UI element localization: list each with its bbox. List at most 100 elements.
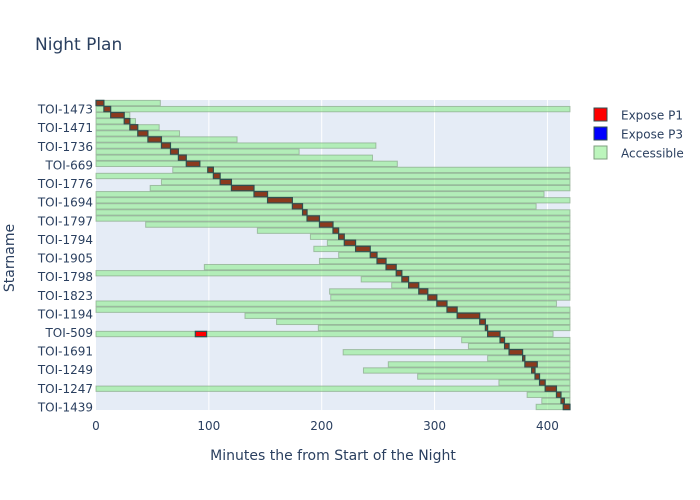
y-tick-label: TOI-1247 (37, 382, 93, 396)
accessible-bar (329, 288, 571, 295)
y-tick-label: TOI-509 (44, 326, 93, 340)
exposure-bar (531, 367, 536, 374)
accessible-bar (95, 203, 537, 210)
accessible-bar (95, 172, 571, 180)
exposure-bar (436, 300, 448, 307)
exposure-bar (487, 330, 501, 338)
exposure-bar (318, 221, 334, 228)
exposure-bar (212, 172, 221, 180)
accessible-bar (342, 349, 571, 356)
accessible-bar (338, 251, 571, 259)
accessible-bar (95, 215, 571, 222)
accessible-bar (95, 154, 373, 161)
accessible-bar (95, 330, 554, 338)
x-axis-title: Minutes the from Start of the Night (210, 448, 456, 464)
y-tick-label: TOI-1439 (37, 400, 93, 414)
accessible-bar (360, 276, 571, 283)
legend-swatch (593, 145, 608, 160)
legend-swatch (593, 126, 608, 141)
accessible-bar (498, 379, 571, 386)
x-tick-label: 400 (536, 419, 559, 433)
exposure-bar (160, 142, 172, 149)
y-tick-label: TOI-1823 (37, 289, 93, 303)
exposure-bar (306, 215, 321, 222)
exposure-bar (562, 403, 571, 411)
y-tick-label: TOI-1194 (37, 307, 93, 321)
accessible-bar (95, 300, 557, 307)
expose-p1-bar (194, 330, 208, 338)
accessible-bar (309, 233, 571, 240)
exposure-bar (456, 312, 481, 320)
accessible-bar (95, 191, 545, 198)
accessible-bar (145, 221, 571, 228)
exposure-bar (230, 184, 255, 192)
exposure-bar (185, 160, 201, 168)
exposure-bar (503, 342, 510, 350)
exposure-bar (301, 209, 308, 216)
exposure-bar (395, 269, 403, 277)
accessible-bar (461, 336, 571, 344)
accessible-bar (330, 294, 571, 301)
accessible-bar (487, 355, 571, 362)
accessible-bar (95, 209, 571, 216)
exposure-bar (95, 99, 105, 107)
exposure-bar (207, 166, 214, 174)
accessible-bar (95, 160, 398, 167)
exposure-bar (147, 136, 163, 143)
y-axis-title: Starname (2, 224, 18, 292)
exposure-bar (446, 306, 458, 313)
accessible-bar (313, 245, 571, 253)
accessible-bar (362, 367, 571, 374)
legend: Expose P1 Expose P3 Accessible (593, 107, 684, 161)
exposure-bar (544, 385, 558, 393)
legend-swatch (593, 107, 608, 122)
exposure-bar (332, 227, 340, 234)
y-tick-label: TOI-1249 (37, 363, 93, 377)
accessible-bar (95, 142, 377, 149)
exposure-bar (427, 294, 438, 301)
exposure-bar (354, 245, 371, 253)
exposure-bar (534, 373, 541, 380)
exposure-bar (524, 361, 538, 368)
accessible-bar (95, 148, 300, 155)
x-tick-label: 200 (310, 419, 333, 433)
accessible-bar (318, 257, 571, 265)
accessible-bar (95, 385, 571, 392)
y-tick-label: TOI-1776 (37, 177, 93, 191)
accessible-bar (95, 306, 571, 313)
exposure-bar (219, 178, 233, 186)
x-tick-label: 0 (92, 419, 100, 433)
legend-label: Accessible (621, 147, 684, 161)
x-axis-ticks: 0 100 200 300 400 (92, 419, 559, 433)
accessible-bar (326, 239, 571, 247)
exposure-bar (408, 282, 420, 289)
exposure-bar (369, 251, 378, 259)
exposure-bar (479, 318, 486, 326)
timeline-bars (95, 99, 571, 411)
accessible-bar (256, 227, 571, 234)
x-tick-label: 100 (197, 419, 220, 433)
y-tick-label: TOI-1691 (37, 345, 93, 359)
exposure-bar (343, 239, 357, 247)
exposure-bar (169, 148, 179, 155)
y-tick-label: TOI-1736 (37, 140, 93, 154)
chart-title: Night Plan (35, 35, 122, 55)
y-tick-label: TOI-1694 (37, 196, 93, 210)
accessible-bar (95, 270, 571, 277)
accessible-bar (95, 118, 136, 125)
exposure-bar (266, 197, 293, 204)
accessible-bar (149, 184, 571, 192)
exposure-bar (110, 111, 125, 119)
y-tick-label: TOI-669 (44, 158, 93, 172)
y-tick-label: TOI-1797 (37, 214, 93, 228)
accessible-bar (160, 178, 571, 186)
accessible-bar (95, 105, 571, 113)
exposure-bar (177, 154, 187, 162)
y-tick-label: TOI-1473 (37, 103, 93, 117)
y-tick-label: TOI-1905 (37, 252, 93, 266)
exposure-bar (508, 348, 524, 356)
exposure-bar (338, 233, 345, 241)
exposure-bar (103, 105, 112, 113)
accessible-bar (541, 397, 571, 405)
